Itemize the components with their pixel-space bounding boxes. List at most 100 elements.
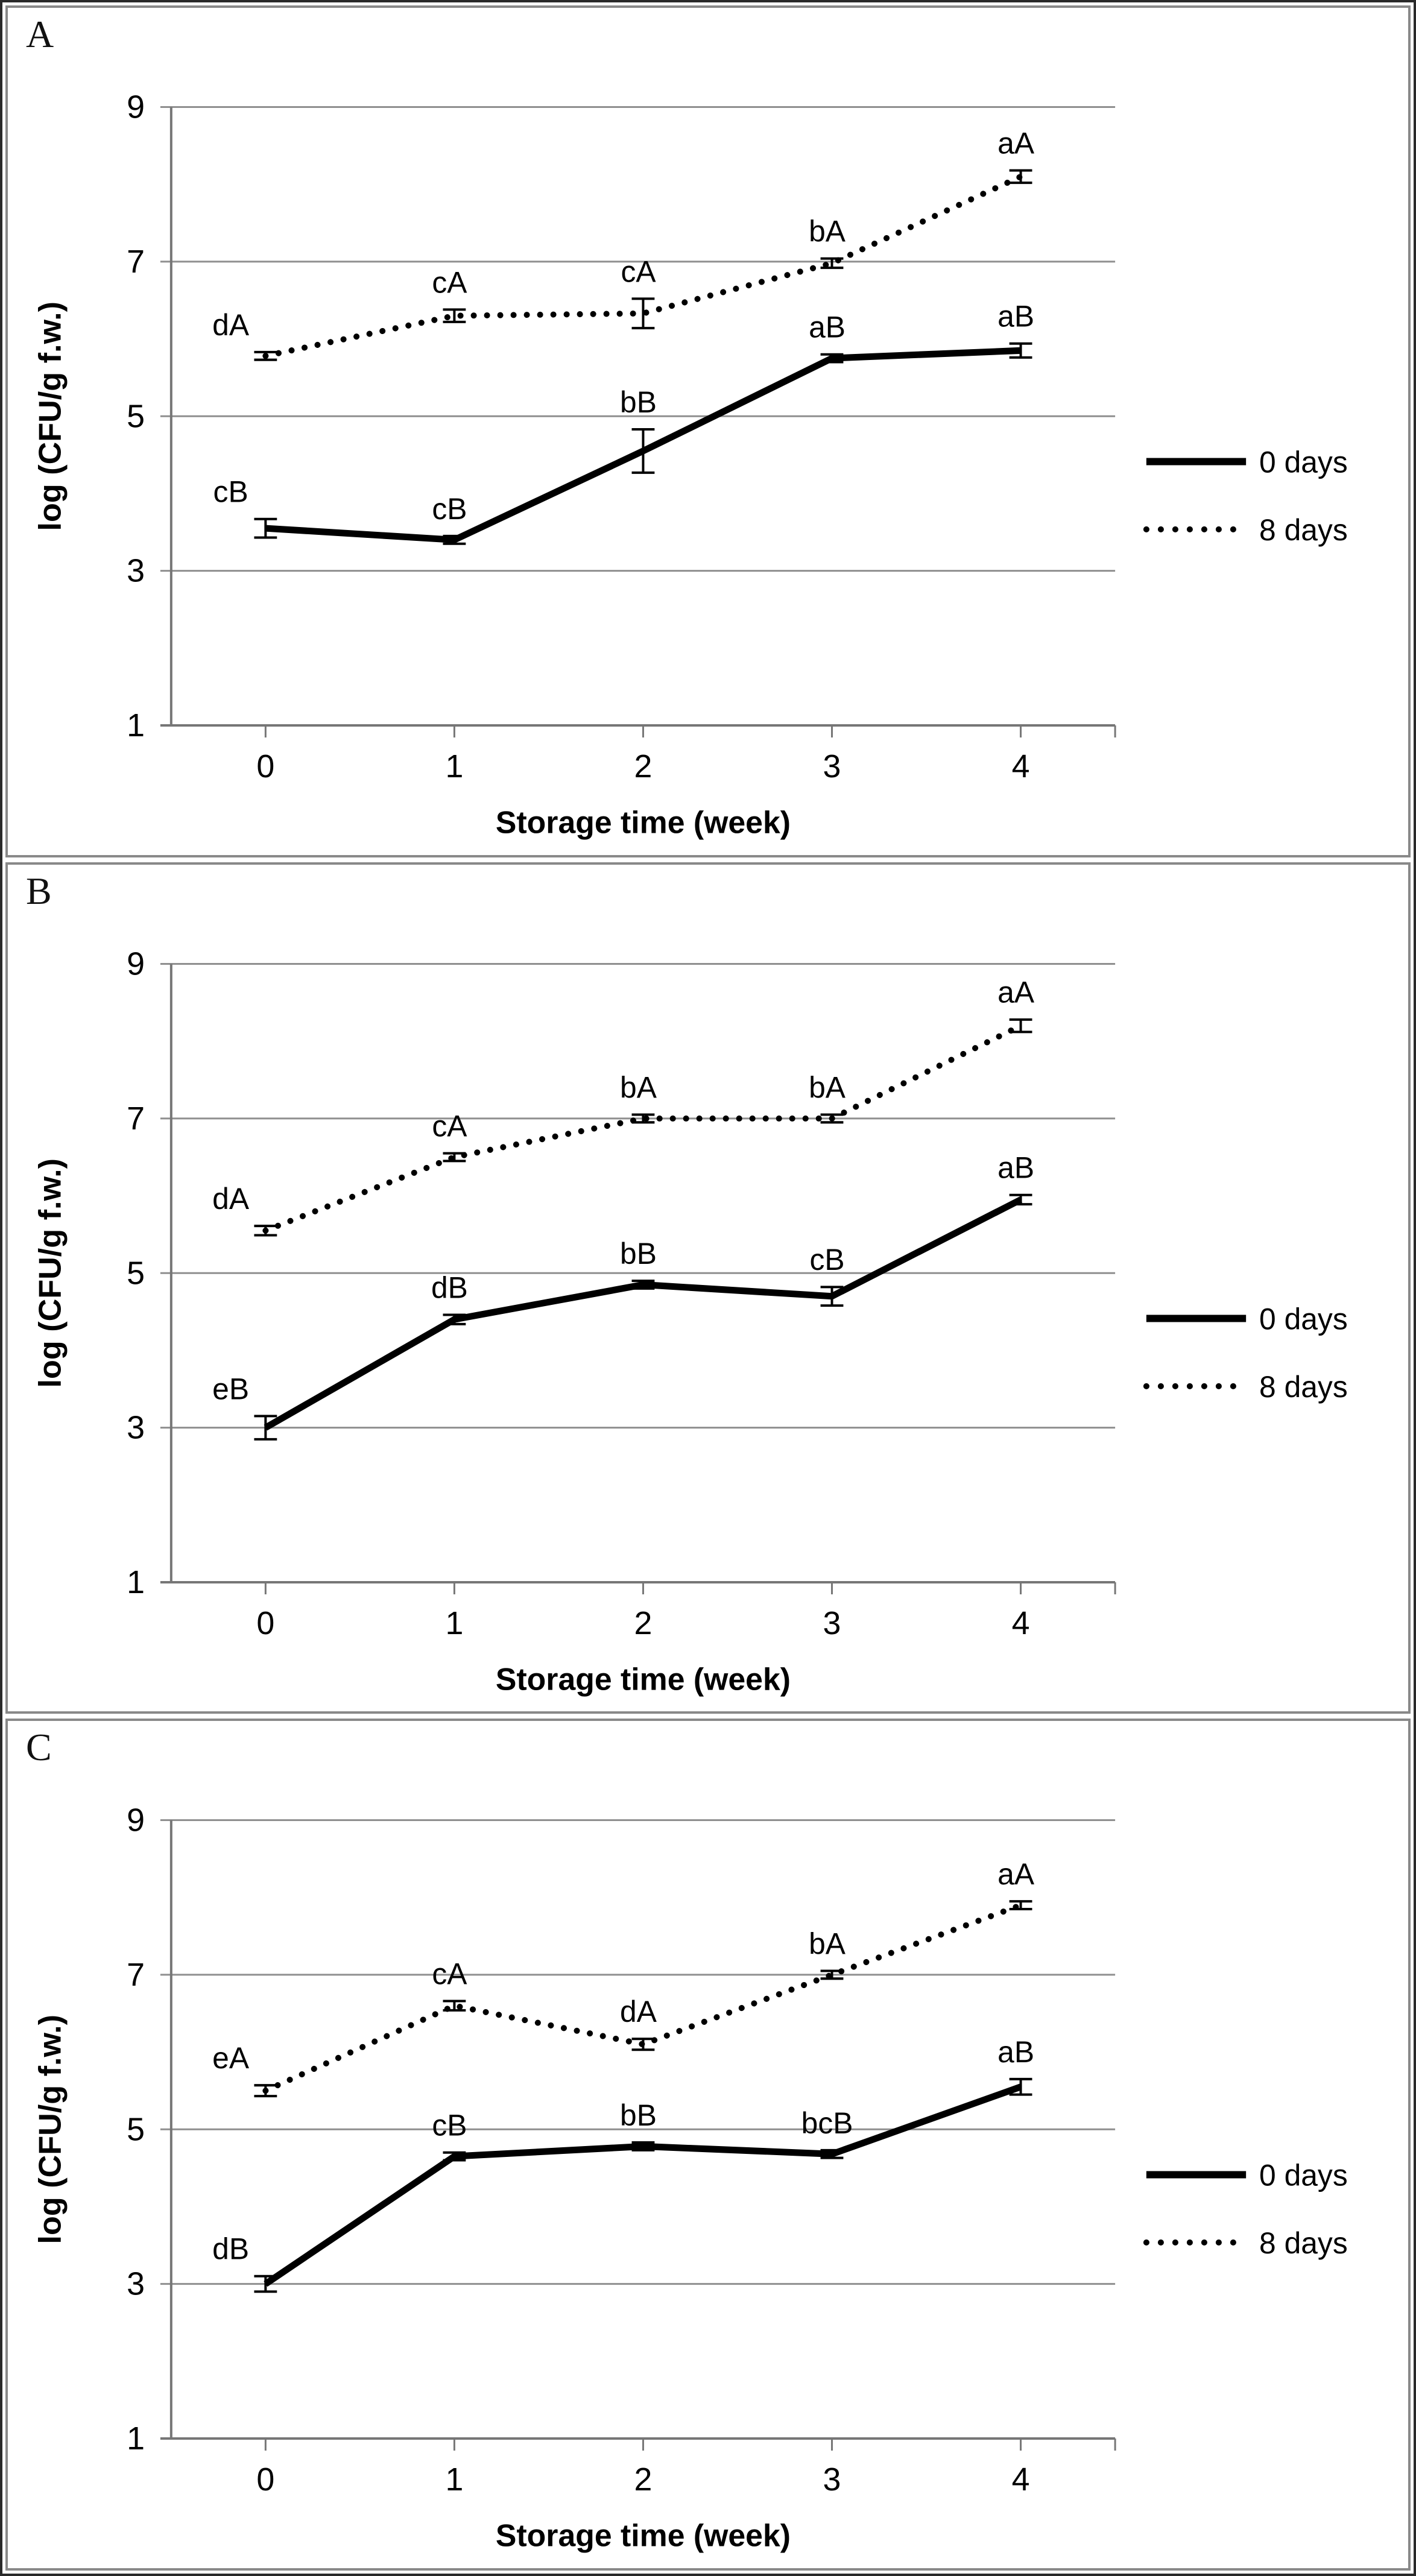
y-tick-label: 9 — [127, 89, 145, 125]
y-tick-label: 3 — [127, 1409, 145, 1445]
x-axis-tick-labels: 0 1 2 3 4 — [256, 2461, 1029, 2498]
y-axis-title: log (CFU/g f.w.) — [33, 301, 68, 531]
point-label: dA — [212, 1181, 250, 1215]
legend-label: 8 days — [1259, 2226, 1348, 2260]
point-label: dB — [431, 1271, 468, 1304]
panel-a-label: A — [26, 13, 54, 55]
chart-c-svg: 1 3 5 7 9 0 1 2 3 4 Storage time (week) log (CFU/g … — [33, 1802, 1348, 2554]
point-label: cB — [432, 492, 467, 526]
axes — [169, 1820, 1116, 2451]
x-axis-tick-labels: 0 1 2 3 4 — [256, 748, 1029, 784]
legend: 0 days 8 days — [1143, 1302, 1348, 1404]
error-bars-0-days — [254, 1193, 1032, 1441]
y-tick-label: 9 — [127, 945, 145, 982]
x-tick-label: 4 — [1012, 2461, 1030, 2498]
point-label: aA — [997, 126, 1035, 160]
axes — [169, 107, 1116, 738]
point-label: aA — [997, 1857, 1035, 1891]
gridlines — [160, 962, 1116, 1583]
point-label: dA — [212, 308, 250, 342]
point-label: eA — [212, 2041, 250, 2075]
y-axis-tick-labels: 1 3 5 7 9 — [127, 89, 145, 743]
error-bars-0-days — [254, 342, 1032, 545]
point-label: bA — [620, 1070, 657, 1104]
x-tick-label: 2 — [634, 748, 653, 784]
error-bars-8-days — [254, 1900, 1032, 2098]
point-labels-0-days: cB cB bB aB aB — [213, 300, 1034, 526]
point-labels-8-days: dA cA bA bA aA — [212, 975, 1035, 1215]
point-label: cB — [432, 2109, 467, 2142]
x-tick-label: 3 — [823, 1605, 841, 1641]
panel-b: B 1 3 5 7 9 0 1 2 3 4 Storage time (week) log (CFU/… — [5, 862, 1411, 1714]
y-tick-label: 5 — [127, 1255, 145, 1291]
x-tick-label: 3 — [823, 748, 841, 784]
y-tick-label: 7 — [127, 1100, 145, 1136]
x-tick-label: 4 — [1012, 1605, 1030, 1641]
point-label: bcB — [801, 2106, 853, 2140]
chart-a-svg: 1 3 5 7 9 0 1 2 3 4 Storage time (week) log (CFU/g … — [33, 89, 1348, 840]
point-label: cA — [432, 1109, 467, 1143]
x-tick-label: 0 — [256, 2461, 274, 2498]
x-tick-label: 1 — [445, 1605, 463, 1641]
legend-label: 0 days — [1259, 445, 1348, 479]
legend-label: 0 days — [1259, 2159, 1348, 2192]
legend-label: 0 days — [1259, 1302, 1348, 1336]
y-axis-tick-labels: 1 3 5 7 9 — [127, 1802, 145, 2457]
x-tick-label: 2 — [634, 1605, 653, 1641]
point-label: bB — [620, 385, 657, 419]
point-label: bB — [620, 1236, 657, 1270]
point-labels-8-days: eA cA dA bA aA — [212, 1857, 1035, 2075]
error-bars-0-days — [254, 2078, 1032, 2293]
point-labels-0-days: eB dB bB cB aB — [212, 1151, 1034, 1406]
y-axis-title: log (CFU/g f.w.) — [33, 1158, 68, 1388]
point-label: dA — [620, 1995, 657, 2028]
error-bars-8-days — [254, 1018, 1032, 1237]
point-label: aB — [997, 300, 1034, 333]
y-tick-label: 3 — [127, 2266, 145, 2302]
point-label: cA — [432, 1957, 467, 1991]
y-tick-label: 5 — [127, 398, 145, 434]
x-tick-label: 4 — [1012, 748, 1030, 784]
x-tick-label: 0 — [256, 1605, 274, 1641]
x-tick-label: 1 — [445, 2461, 463, 2498]
y-tick-label: 1 — [127, 707, 145, 743]
point-label: cB — [213, 475, 248, 508]
legend-label: 8 days — [1259, 1369, 1348, 1403]
y-tick-label: 9 — [127, 1802, 145, 1839]
point-label: cB — [809, 1243, 844, 1277]
chart-b-svg: 1 3 5 7 9 0 1 2 3 4 Storage time (week) log (CFU/g … — [33, 945, 1348, 1697]
x-axis-title: Storage time (week) — [496, 805, 791, 840]
series-line-8-days — [262, 1022, 1024, 1234]
x-tick-label: 0 — [256, 748, 274, 784]
point-label: bA — [809, 1070, 846, 1104]
panel-b-label: B — [26, 869, 52, 912]
point-label: bB — [620, 2098, 657, 2132]
point-label: aA — [997, 975, 1035, 1009]
point-label: dB — [212, 2232, 249, 2266]
y-tick-label: 7 — [127, 244, 145, 280]
point-label: eB — [212, 1372, 249, 1406]
y-axis-title: log (CFU/g f.w.) — [33, 2015, 68, 2244]
point-label: aB — [997, 2035, 1034, 2069]
legend: 0 days 8 days — [1143, 2159, 1348, 2260]
error-bars-8-days — [254, 169, 1032, 361]
point-labels-8-days: dA cA cA bA aA — [212, 126, 1035, 341]
legend: 0 days 8 days — [1143, 445, 1348, 547]
point-label: aB — [997, 1151, 1034, 1184]
panel-c-label: C — [26, 1726, 52, 1769]
panel-a: A 1 3 5 7 9 0 1 2 3 4 Storage time (week) log (CFU/… — [5, 5, 1411, 857]
point-label: aB — [809, 310, 845, 344]
x-tick-label: 2 — [634, 2461, 653, 2498]
x-axis-tick-labels: 0 1 2 3 4 — [256, 1605, 1029, 1641]
panel-c: C 1 3 5 7 9 0 1 2 3 4 Storage time (week) log (CFU/… — [5, 1719, 1411, 2571]
series-line-0-days — [264, 1196, 1023, 1431]
y-tick-label: 5 — [127, 2111, 145, 2147]
y-tick-label: 1 — [127, 2420, 145, 2457]
y-tick-label: 7 — [127, 1957, 145, 1993]
axes — [169, 964, 1116, 1594]
gridlines — [160, 1819, 1116, 2440]
y-tick-label: 3 — [127, 552, 145, 589]
gridlines — [160, 106, 1116, 727]
y-tick-label: 1 — [127, 1564, 145, 1600]
